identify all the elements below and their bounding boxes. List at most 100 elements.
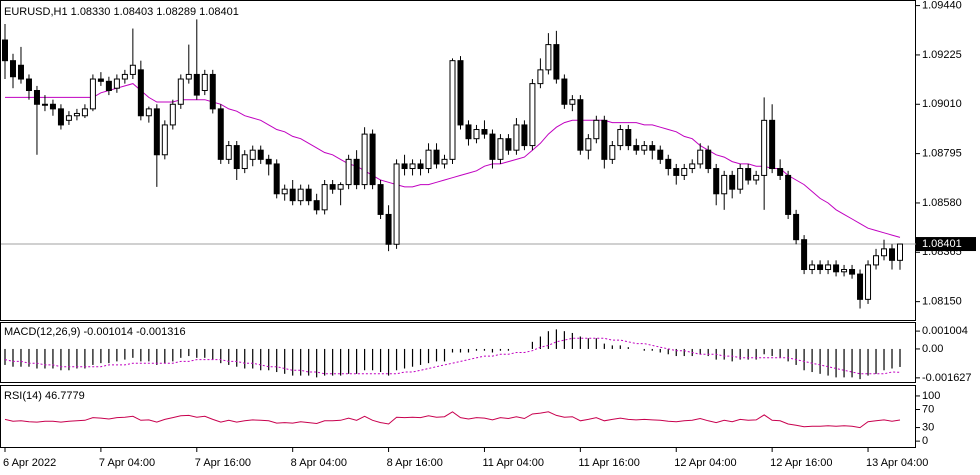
candle-body [9,60,16,78]
signal-line [4,337,901,375]
y-tick-label: 1.08580 [922,197,962,209]
candle-body [81,108,88,117]
candle-body [785,174,792,215]
candle-body [105,80,112,92]
candle-body [641,145,648,151]
rsi-panel [0,385,916,448]
price-label: 1.08401 [922,238,962,250]
candle-body [345,158,352,186]
candle-body [681,168,688,176]
candle-body [705,149,712,170]
candle-body [225,145,232,160]
candle-body [689,163,696,170]
candle-body [313,200,320,211]
rsi-title: RSI(14) [4,390,42,402]
candle-body [289,188,296,202]
candle-body [753,174,760,181]
candle-body [769,119,776,170]
candle-body [697,149,704,165]
candle-body [633,145,640,151]
candle-body [673,168,680,176]
candle-body [193,73,200,96]
y-tick-label: 1.09225 [922,49,962,61]
candle-body [729,174,736,190]
candle-body [265,158,272,165]
candle-body [185,73,192,80]
candle-body [217,108,224,160]
candle-body [409,163,416,170]
candle-body [393,163,400,245]
candle-body [809,264,816,271]
candle-body [513,124,520,151]
candle-body [401,163,408,170]
candle-body [153,108,160,156]
candle-body [761,119,768,176]
header-low: 1.08289 [156,6,196,18]
candle-body [529,83,536,147]
x-tick-label: 12 Apr 04:00 [674,457,736,469]
candle-body [545,44,552,71]
candle-body [577,99,584,151]
candle-body [481,129,488,135]
x-tick-label: 7 Apr 16:00 [195,457,251,469]
x-tick-label: 11 Apr 16:00 [578,457,640,469]
y-tick-label: 1.08150 [922,296,962,308]
candle-body [841,269,848,273]
candle-body [457,60,464,126]
candle-body [857,273,864,300]
candle-body [33,90,40,105]
candle-body [177,78,184,105]
candle-body [377,184,384,215]
x-tick-label: 13 Apr 04:00 [866,457,928,469]
candle-body [233,145,240,170]
candle-body [281,188,288,195]
y-tick-label: 30 [922,421,934,433]
header-high: 1.08403 [113,6,153,18]
candle-body [297,188,304,202]
y-tick-label: 0.001004 [922,325,968,337]
x-tick-label: 6 Apr 2022 [3,457,56,469]
y-tick-label: 70 [922,403,934,415]
candle-body [25,78,32,92]
candle-body [849,269,856,275]
candle-body [721,174,728,195]
candle-body [561,78,568,105]
candle-body [593,119,600,140]
candle-body [201,73,208,92]
candle-body [2,39,8,62]
candle-body [353,158,360,186]
header: EURUSD,H1 1.08330 1.08403 1.08289 1.0840… [4,6,239,18]
candle-body [617,129,624,147]
x-tick-label: 8 Apr 16:00 [387,457,443,469]
candle-body [257,149,264,160]
y-tick-label: 100 [922,390,940,402]
macd-header: MACD(12,26,9) -0.001014 -0.001316 [4,326,186,338]
candle-body [665,158,672,170]
candle-body [57,108,64,126]
candle-body [441,158,448,165]
candle-body [521,124,528,147]
candle-body [129,64,136,75]
signal-value: -0.001316 [136,326,186,338]
candle-body [873,255,880,266]
candle-body [249,149,256,160]
candle-body [465,124,472,140]
candle-body [489,133,496,160]
y-tick-label: 1.09010 [922,98,962,110]
candle-body [241,154,248,170]
candle-body [889,248,896,261]
candle-body [137,69,144,117]
x-tick-label: 12 Apr 16:00 [770,457,832,469]
main-panel [0,0,916,321]
y-tick-label: -0.001627 [922,372,972,384]
candle-body [657,149,664,160]
y-tick-label: 1.09440 [922,0,962,11]
candle-body [865,264,872,300]
candle-body [49,103,56,110]
moving-average [5,83,901,238]
candle-body [305,188,312,202]
candle-body [89,78,96,110]
candle-body [161,124,168,156]
price-label-box [916,237,976,252]
